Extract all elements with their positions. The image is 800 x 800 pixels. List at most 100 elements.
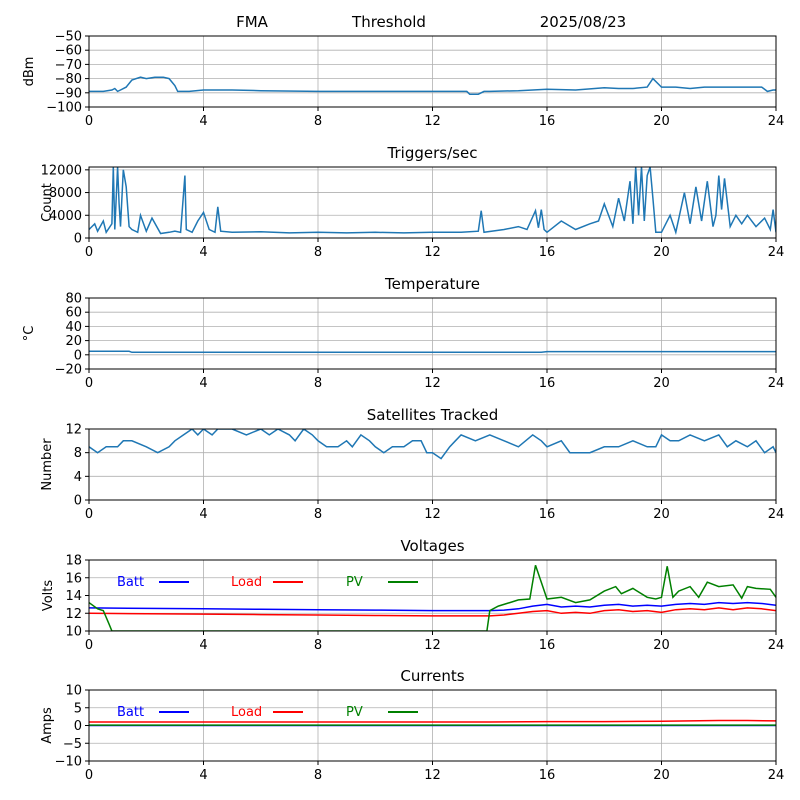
x-tick-label: 0 (85, 245, 93, 260)
y-tick-label: −60 (55, 44, 82, 59)
x-tick-label: 24 (768, 376, 785, 391)
x-tick-label: 12 (424, 376, 441, 391)
panel-triggers: 0 4 8 12 16 20 24 0 4000 8000 12000 Triggers/sec Cou… (40, 144, 784, 260)
y-tick-label: −50 (55, 30, 82, 45)
x-tick-label: 8 (314, 114, 322, 129)
series-line-satellites-0 (89, 429, 776, 460)
legend-label-load: Load (231, 575, 262, 590)
series-line-load (89, 607, 776, 617)
x-tick-label: 12 (424, 638, 441, 653)
panel-title: Temperature (384, 275, 480, 293)
x-tick-label: 24 (768, 638, 785, 653)
legend-label-load: Load (231, 705, 262, 720)
station-label: FMA (236, 13, 269, 31)
y-tick-label: 8 (74, 446, 82, 461)
series-line-pv (89, 565, 776, 631)
x-tick-label: 8 (314, 245, 322, 260)
x-tick-label: 4 (199, 114, 207, 129)
x-tick-label: 12 (424, 114, 441, 129)
y-axis-label: Amps (40, 707, 55, 744)
series-line-triggers-0 (89, 167, 776, 236)
x-tick-label: 16 (539, 376, 556, 391)
x-tick-label: 8 (314, 376, 322, 391)
y-axis-label: Number (40, 438, 55, 491)
x-tick-label: 24 (768, 114, 785, 129)
x-tick-label: 16 (539, 638, 556, 653)
mode-label: Threshold (351, 13, 426, 31)
x-tick-label: 12 (424, 768, 441, 783)
x-tick-label: 0 (85, 376, 93, 391)
panel-title: Voltages (400, 537, 464, 555)
y-tick-label: −90 (55, 86, 82, 101)
y-axis-label: Volts (41, 580, 56, 612)
x-tick-label: 16 (539, 507, 556, 522)
y-tick-label: 0 (74, 719, 82, 734)
y-tick-label: 12000 (41, 163, 82, 178)
y-tick-label: −10 (55, 755, 82, 770)
series-line-batt (89, 601, 776, 612)
x-tick-label: 4 (199, 638, 207, 653)
y-tick-label: −5 (63, 737, 82, 752)
y-tick-label: 18 (65, 554, 82, 569)
y-tick-label: 60 (65, 306, 82, 321)
x-tick-label: 20 (653, 638, 670, 653)
y-tick-label: −20 (55, 363, 82, 378)
x-tick-label: 20 (653, 245, 670, 260)
legend-label-batt: Batt (117, 705, 144, 720)
x-tick-label: 24 (768, 507, 785, 522)
y-tick-label: 40 (65, 320, 82, 335)
y-tick-label: 4000 (49, 209, 82, 224)
y-tick-label: 0 (74, 348, 82, 363)
y-tick-label: 10 (65, 684, 82, 699)
x-tick-label: 4 (199, 245, 207, 260)
x-tick-label: 4 (199, 768, 207, 783)
panel-voltages: 0 4 8 12 16 20 24 10 12 14 16 18 Voltages Volts Batt Lo… (41, 537, 784, 653)
y-tick-label: 80 (65, 292, 82, 307)
y-tick-label: 20 (65, 334, 82, 349)
x-tick-label: 0 (85, 507, 93, 522)
x-tick-label: 4 (199, 507, 207, 522)
y-tick-label: 0 (74, 494, 82, 509)
panel-title: Satellites Tracked (367, 406, 498, 424)
y-axis-label: °C (22, 326, 37, 342)
y-tick-label: 5 (74, 701, 82, 716)
y-tick-label: 10 (65, 625, 82, 640)
x-tick-label: 24 (768, 768, 785, 783)
legend-label-pv: PV (346, 575, 363, 590)
y-tick-label: 16 (65, 571, 82, 586)
series-line-threshold-0 (89, 76, 776, 95)
x-tick-label: 0 (85, 768, 93, 783)
series-line-load (89, 719, 776, 723)
x-tick-label: 16 (539, 245, 556, 260)
panel-satellites: 0 4 8 12 16 20 24 0 4 8 12 Satellites Tracked Number (40, 406, 784, 522)
x-tick-label: 4 (199, 376, 207, 391)
x-tick-label: 0 (85, 638, 93, 653)
legend-label-pv: PV (346, 705, 363, 720)
y-tick-label: 12 (65, 607, 82, 622)
x-tick-label: 16 (539, 768, 556, 783)
panel-currents: 0 4 8 12 16 20 24 −10 −5 0 5 10 Currents Amps Batt Load… (40, 667, 784, 783)
legend-label-batt: Batt (117, 575, 144, 590)
x-tick-label: 24 (768, 245, 785, 260)
y-tick-label: 0 (74, 232, 82, 247)
x-tick-label: 12 (424, 245, 441, 260)
x-tick-label: 20 (653, 507, 670, 522)
x-tick-label: 20 (653, 114, 670, 129)
x-tick-label: 8 (314, 638, 322, 653)
x-tick-label: 12 (424, 507, 441, 522)
y-tick-label: 14 (65, 589, 82, 604)
y-tick-label: 4 (74, 470, 82, 485)
x-tick-label: 8 (314, 507, 322, 522)
y-tick-label: −100 (46, 101, 82, 116)
panel-title: Currents (400, 667, 464, 685)
panel-title: Triggers/sec (387, 144, 478, 162)
y-axis-label: Count (40, 183, 55, 222)
y-tick-label: 12 (65, 423, 82, 438)
series-line-temperature-0 (89, 350, 776, 354)
x-tick-label: 16 (539, 114, 556, 129)
y-tick-label: −80 (55, 72, 82, 87)
panel-threshold: 0 4 8 12 16 20 24 −100−90−80−70−60−50 dBm (22, 30, 784, 130)
